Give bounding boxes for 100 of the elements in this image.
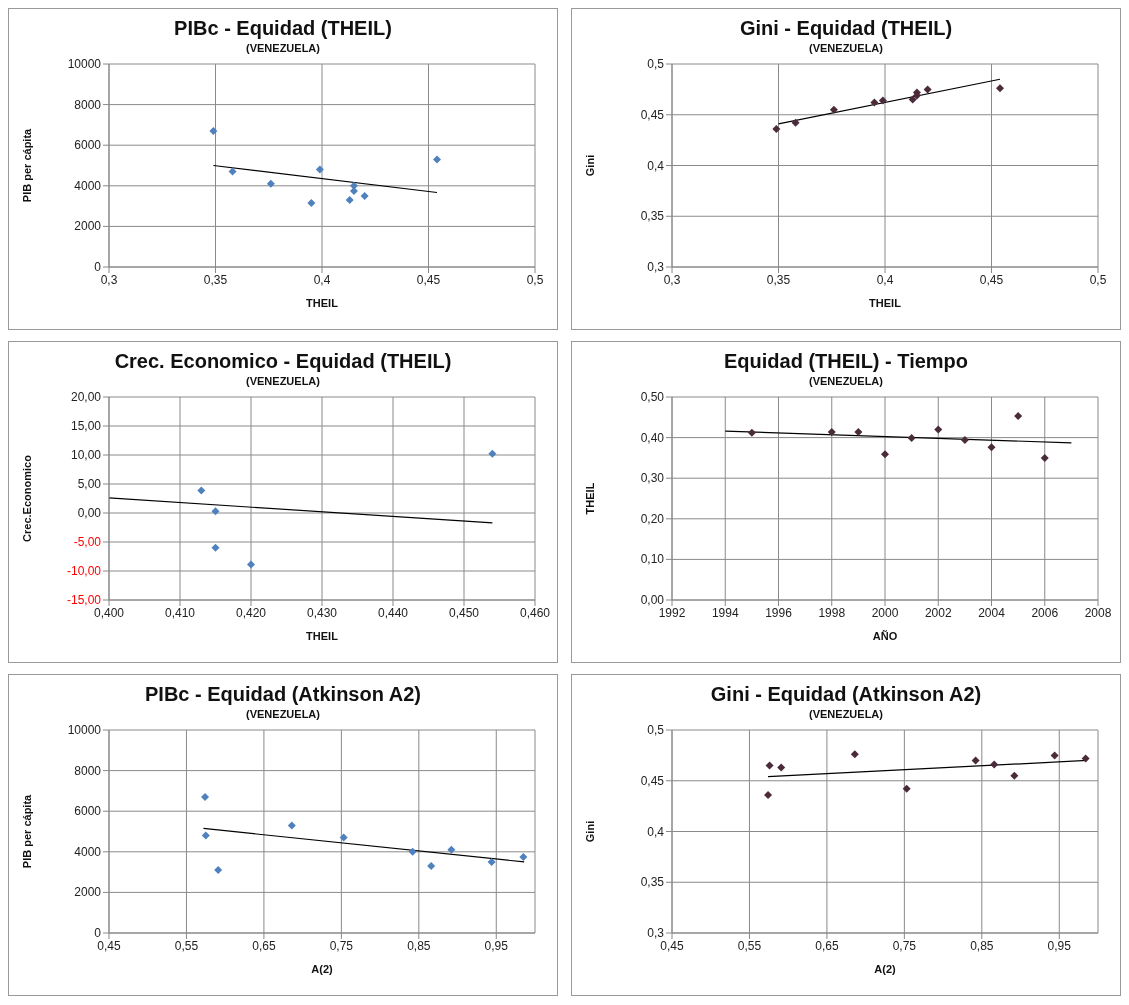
point (996, 84, 1005, 93)
y-tick-label: -5,00 (73, 535, 102, 549)
x-tick-label: 0,65 (252, 938, 276, 953)
y-tick-label: 4000 (74, 844, 102, 859)
point (345, 196, 354, 205)
x-tick-label: 2004 (978, 605, 1006, 620)
point (960, 436, 969, 445)
x-axis-title: A(2) (311, 963, 334, 975)
x-tick-label: 0,55 (174, 938, 199, 953)
chart-subtitle: (VENEZUELA) (808, 42, 884, 54)
y-tick-label: -15,00 (66, 593, 102, 607)
x-tick-label: 0,55 (737, 938, 762, 953)
point (315, 165, 324, 174)
point (339, 833, 348, 842)
y-tick-label: 0,3 (647, 260, 665, 274)
point (827, 427, 836, 436)
point (791, 118, 800, 127)
x-tick-label: 0,95 (484, 938, 509, 953)
y-tick-label: 0,5 (647, 723, 665, 737)
x-tick-label: 1994 (711, 605, 739, 620)
point (201, 792, 210, 801)
x-tick-label: 1992 (658, 605, 686, 620)
point (878, 96, 887, 105)
point (829, 105, 838, 114)
x-tick-label: 0,35 (203, 272, 228, 287)
x-tick-label: 0,400 (93, 605, 125, 620)
point (214, 866, 223, 875)
x-axis-title: THEIL (306, 297, 339, 309)
x-tick-label: 2006 (1031, 605, 1059, 620)
point (1010, 771, 1019, 780)
x-tick-label: 0,85 (407, 938, 431, 953)
x-tick-label: 0,4 (876, 272, 894, 287)
point (923, 85, 932, 94)
point (881, 450, 889, 459)
y-tick-label: 10000 (67, 57, 102, 71)
point (197, 486, 206, 495)
x-tick-label: 0,85 (970, 938, 994, 953)
chart-subtitle: (VENEZUELA) (808, 375, 884, 387)
x-tick-label: 1998 (818, 605, 846, 620)
y-tick-label: 0,00 (640, 593, 665, 607)
point (287, 821, 296, 830)
y-tick-label: 0,35 (640, 875, 665, 890)
y-tick-label: 0,35 (640, 209, 665, 224)
point (1014, 412, 1023, 421)
y-tick-label: 0 (94, 926, 102, 940)
point (990, 760, 999, 769)
y-axis-title: Crec.Economico (20, 454, 33, 542)
point (211, 507, 220, 516)
x-tick-label: 0,5 (1089, 272, 1107, 287)
x-tick-label: 0,410 (164, 605, 196, 620)
x-tick-label: 0,450 (448, 605, 480, 620)
y-tick-label: 6000 (74, 804, 102, 819)
x-tick-label: 0,45 (979, 272, 1004, 287)
point (907, 434, 916, 443)
y-tick-label: 6000 (74, 138, 102, 153)
point (850, 750, 859, 759)
y-tick-label: 0,10 (640, 552, 665, 567)
chart-title: Gini - Equidad (THEIL) (738, 17, 954, 40)
x-tick-label: 0,4 (313, 272, 331, 287)
y-tick-label: 0,5 (647, 57, 665, 71)
y-tick-label: 2000 (74, 219, 102, 234)
x-tick-label: 0,75 (329, 938, 354, 953)
y-tick-label: 8000 (74, 97, 102, 112)
chart-title: Crec. Economico - Equidad (THEIL) (113, 350, 453, 373)
point (211, 543, 220, 552)
y-tick-label: 0,45 (640, 107, 665, 122)
point (747, 428, 756, 437)
x-tick-label: 2008 (1084, 605, 1112, 620)
point (408, 847, 417, 856)
point (447, 845, 456, 854)
y-tick-label: 0,4 (647, 824, 665, 839)
point (777, 763, 786, 772)
point (987, 443, 996, 452)
x-tick-label: 0,440 (377, 605, 409, 620)
y-tick-label: 4000 (74, 178, 102, 193)
point (870, 98, 879, 107)
chart-title: PIBc - Equidad (Atkinson A2) (144, 683, 422, 706)
point (1040, 453, 1049, 462)
y-axis-title: Gini (583, 820, 596, 843)
x-axis-title: THEIL (306, 630, 339, 642)
x-axis-title: A(2) (874, 963, 897, 975)
x-tick-label: 2000 (871, 605, 899, 620)
point (1081, 754, 1090, 763)
chart-subtitle: (VENEZUELA) (245, 708, 321, 720)
point (934, 425, 943, 434)
y-tick-label: 5,00 (77, 477, 102, 491)
y-tick-label: 0,40 (640, 430, 665, 445)
point (201, 831, 210, 840)
x-tick-label: 0,460 (519, 605, 551, 620)
x-axis-title: THEIL (869, 297, 902, 309)
y-tick-label: 20,00 (70, 390, 102, 404)
y-tick-label: 0,50 (640, 390, 665, 404)
x-axis-title: AÑO (872, 630, 898, 642)
y-tick-label: 0,45 (640, 773, 665, 788)
chart-subtitle: (VENEZUELA) (808, 708, 884, 720)
x-tick-label: 1996 (765, 605, 793, 620)
y-axis-title: PIB per cápita (20, 127, 33, 203)
y-tick-label: 8000 (74, 763, 102, 778)
y-tick-label: 0,4 (647, 158, 665, 173)
y-tick-label: 0,30 (640, 471, 665, 486)
